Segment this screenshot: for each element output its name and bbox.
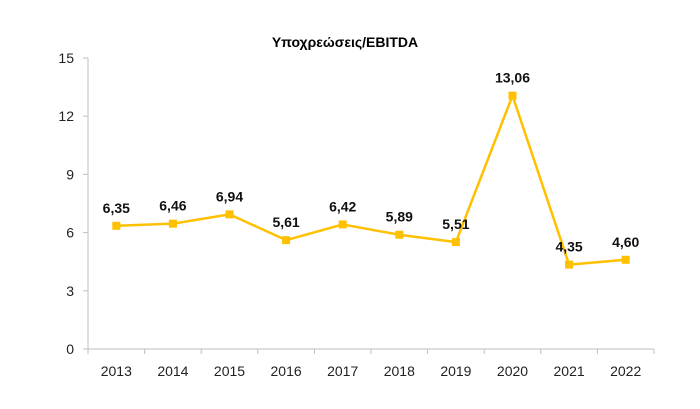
series-line bbox=[116, 94, 626, 266]
data-label: 4,35 bbox=[555, 239, 582, 255]
data-point-marker bbox=[395, 230, 404, 239]
x-tick-label: 2022 bbox=[610, 363, 641, 379]
data-label: 4,60 bbox=[612, 234, 639, 250]
data-point-marker bbox=[565, 260, 574, 269]
y-tick-label: 12 bbox=[58, 108, 74, 124]
data-point-marker bbox=[338, 220, 347, 229]
data-label: 6,94 bbox=[216, 188, 243, 204]
x-tick-label: 2018 bbox=[384, 363, 415, 379]
data-point-marker bbox=[225, 210, 234, 219]
x-tick-label: 2020 bbox=[497, 363, 528, 379]
data-label: 6,42 bbox=[329, 198, 356, 214]
data-label: 13,06 bbox=[495, 70, 530, 86]
data-label: 6,35 bbox=[103, 200, 130, 216]
data-point-marker bbox=[508, 91, 517, 100]
y-tick-label: 9 bbox=[66, 166, 74, 182]
x-tick-label: 2016 bbox=[271, 363, 302, 379]
y-tick-label: 3 bbox=[66, 283, 74, 299]
data-point-marker bbox=[621, 255, 630, 264]
data-point-marker bbox=[282, 236, 291, 245]
y-tick-label: 6 bbox=[66, 225, 74, 241]
data-point-marker bbox=[451, 238, 460, 247]
x-tick-label: 2013 bbox=[101, 363, 132, 379]
data-point-marker bbox=[168, 219, 177, 228]
x-tick-label: 2017 bbox=[327, 363, 358, 379]
data-label: 5,89 bbox=[386, 209, 413, 225]
x-tick-label: 2014 bbox=[157, 363, 188, 379]
data-label: 5,51 bbox=[442, 216, 469, 232]
data-point-marker bbox=[112, 221, 121, 230]
data-label: 5,61 bbox=[272, 214, 299, 230]
data-label: 6,46 bbox=[159, 198, 186, 214]
y-tick-label: 15 bbox=[58, 50, 74, 66]
y-tick-label: 0 bbox=[66, 341, 74, 357]
chart-title: Υποχρεώσεις/EBITDA bbox=[272, 34, 418, 50]
x-tick-label: 2021 bbox=[554, 363, 585, 379]
x-tick-label: 2015 bbox=[214, 363, 245, 379]
x-tick-label: 2019 bbox=[440, 363, 471, 379]
